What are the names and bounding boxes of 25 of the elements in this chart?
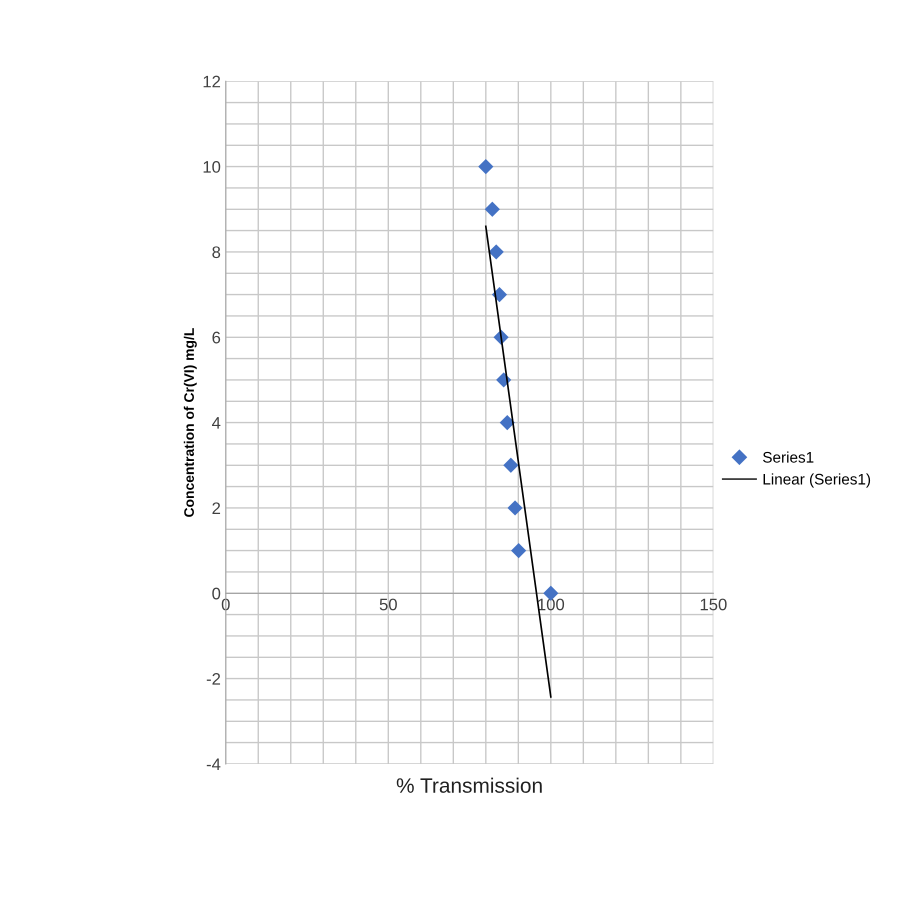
point — [484, 202, 500, 217]
point — [503, 458, 518, 473]
point — [488, 244, 504, 260]
y-tick-label: 2 — [212, 502, 220, 514]
y-tick-label: 12 — [204, 76, 220, 88]
y-tick-label: 4 — [212, 417, 220, 429]
y-tick-label: -4 — [206, 758, 220, 770]
point — [507, 500, 523, 516]
x-tick-label: 150 — [700, 598, 727, 610]
y-tick-label: 6 — [212, 332, 220, 344]
point — [478, 158, 494, 174]
x-axis-title: % Transmission — [396, 778, 542, 793]
legend-label: Series1 — [763, 452, 814, 463]
x-tick-label: 0 — [222, 598, 230, 610]
x-tick-label: 50 — [380, 598, 397, 610]
y-tick-label: 8 — [212, 246, 220, 258]
y-tick-label: -2 — [206, 673, 220, 685]
x-tick-label: 100 — [538, 598, 564, 610]
y-axis-title: Concentration of Cr(VI) mg/L — [184, 328, 197, 517]
legend-label: Linear (Series1) — [764, 473, 870, 488]
point — [500, 414, 515, 430]
y-tick-label: 10 — [204, 161, 220, 173]
point — [511, 542, 526, 558]
y-tick-label: 0 — [212, 588, 220, 600]
point — [492, 286, 508, 302]
